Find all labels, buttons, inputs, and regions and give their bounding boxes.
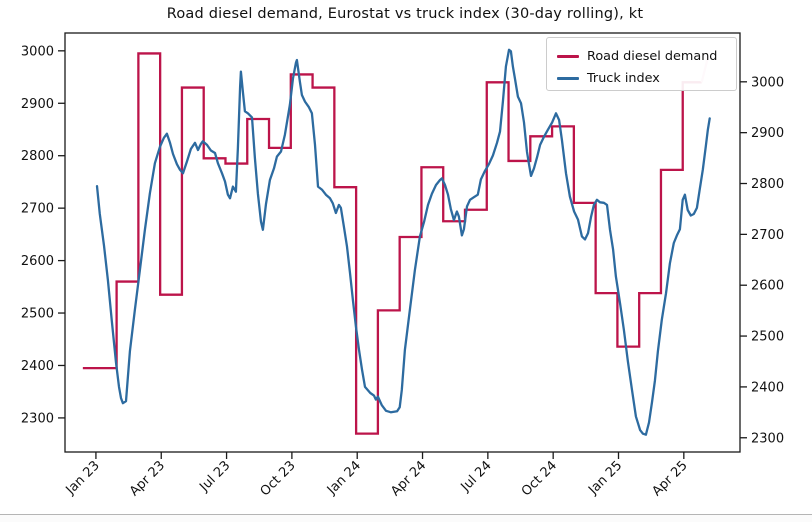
- blue-line-swatch-icon: [557, 76, 579, 80]
- truck-index-line: [95, 48, 711, 436]
- x-tick-label: Jan 25: [585, 458, 625, 498]
- bottom-divider: [0, 514, 812, 522]
- x-tick-label: Oct 24: [519, 458, 560, 499]
- legend-label: Road diesel demand: [587, 48, 718, 64]
- road-diesel-demand-line: [82, 52, 702, 435]
- legend-label: Truck index: [587, 70, 660, 86]
- y-tick-label: 2600: [751, 279, 784, 294]
- x-tick-label: Jan 24: [324, 458, 364, 498]
- y-tick-label: 2300: [751, 431, 784, 446]
- x-tick-label: Apr 24: [388, 458, 429, 499]
- y-tick-label: 2700: [751, 228, 784, 243]
- x-tick-label: Oct 23: [258, 458, 299, 499]
- y-tick-label: 2400: [21, 359, 54, 374]
- y-tick-label: 2500: [21, 307, 54, 322]
- y-tick-label: 2500: [751, 330, 784, 345]
- red-line-swatch-icon: [557, 54, 579, 58]
- x-tick-label: Apr 23: [127, 458, 168, 499]
- x-tick-label: Jul 24: [458, 458, 495, 495]
- y-tick-label: 3000: [751, 75, 784, 90]
- y-axis-right: 2300 2400 2500 2600 2700 2800 2900 3000: [740, 75, 784, 446]
- y-axis-left: 2300 2400 2500 2600 2700 2800 2900 3000: [21, 44, 65, 426]
- y-tick-label: 2400: [751, 380, 784, 395]
- plot-border: [64, 32, 741, 453]
- y-tick-label: 2700: [21, 202, 54, 217]
- x-tick-label: Jul 23: [196, 458, 233, 495]
- y-tick-label: 2900: [21, 97, 54, 112]
- y-tick-label: 2900: [751, 126, 784, 141]
- y-tick-label: 2800: [21, 149, 54, 164]
- legend: Road diesel demand Truck index: [546, 37, 737, 91]
- y-tick-label: 2300: [21, 411, 54, 426]
- y-tick-label: 2600: [21, 254, 54, 269]
- x-tick-label: Jan 23: [63, 458, 103, 498]
- y-tick-label: 2800: [751, 177, 784, 192]
- x-axis: Jan 23 Apr 23 Jul 23 Oct 23 Jan 24 Apr 24 Jul …: [63, 452, 691, 499]
- y-tick-label: 3000: [21, 44, 54, 59]
- legend-entry-truck-index: Truck index: [557, 67, 726, 89]
- legend-entry-road-diesel: Road diesel demand: [557, 45, 726, 67]
- x-tick-label: Apr 25: [650, 458, 691, 499]
- chart-title: Road diesel demand, Eurostat vs truck in…: [166, 6, 644, 22]
